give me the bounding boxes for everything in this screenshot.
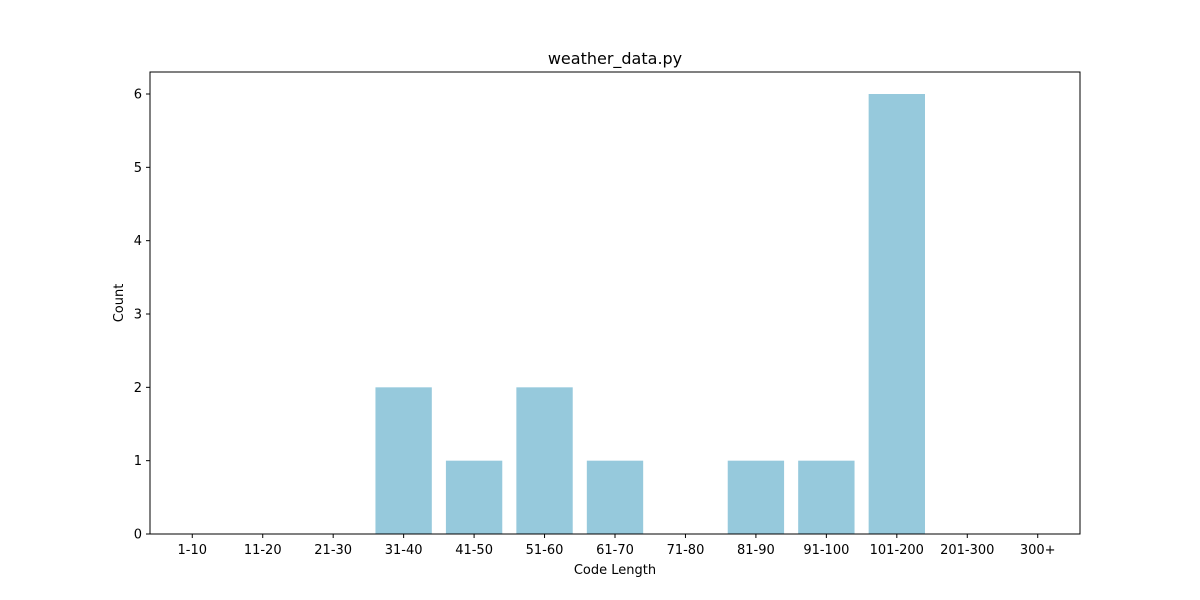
x-tick-label: 11-20	[244, 543, 282, 558]
x-tick-label: 61-70	[596, 543, 634, 558]
bar-61-70	[586, 460, 644, 534]
bar-91-100	[798, 460, 855, 534]
chart-title: weather_data.py	[548, 49, 682, 69]
y-tick-label: 1	[134, 454, 142, 469]
y-tick-label: 5	[134, 161, 142, 176]
y-axis-label: Count	[112, 284, 127, 323]
bars-group	[375, 94, 925, 534]
y-axis-ticks: 0 1 2 3 4 5 6	[134, 88, 150, 543]
y-tick-label: 0	[134, 528, 142, 543]
x-tick-label: 300+	[1020, 543, 1056, 558]
y-tick-label: 3	[134, 308, 142, 323]
y-tick-label: 4	[134, 234, 142, 249]
x-tick-label: 51-60	[526, 543, 564, 558]
bar-101-200	[868, 94, 925, 534]
y-tick-label: 6	[134, 88, 142, 103]
y-tick-label: 2	[134, 381, 142, 396]
x-tick-label: 71-80	[667, 543, 705, 558]
x-tick-label: 91-100	[803, 543, 849, 558]
x-tick-label: 31-40	[385, 543, 423, 558]
x-tick-label: 81-90	[737, 543, 775, 558]
bar-31-40	[375, 387, 432, 534]
x-tick-label: 201-300	[940, 543, 994, 558]
bar-81-90	[727, 460, 785, 534]
x-axis-label: Code Length	[574, 563, 656, 578]
x-tick-label: 21-30	[314, 543, 352, 558]
x-tick-label: 41-50	[455, 543, 493, 558]
x-tick-label: 1-10	[178, 543, 208, 558]
bar-51-60	[516, 387, 573, 534]
x-tick-label: 101-200	[870, 543, 924, 558]
x-axis-ticks: 1-10 11-20 21-30 31-40 41-50 51-60 61-70 71-80 8…	[178, 534, 1056, 558]
bar-41-50	[445, 460, 503, 534]
